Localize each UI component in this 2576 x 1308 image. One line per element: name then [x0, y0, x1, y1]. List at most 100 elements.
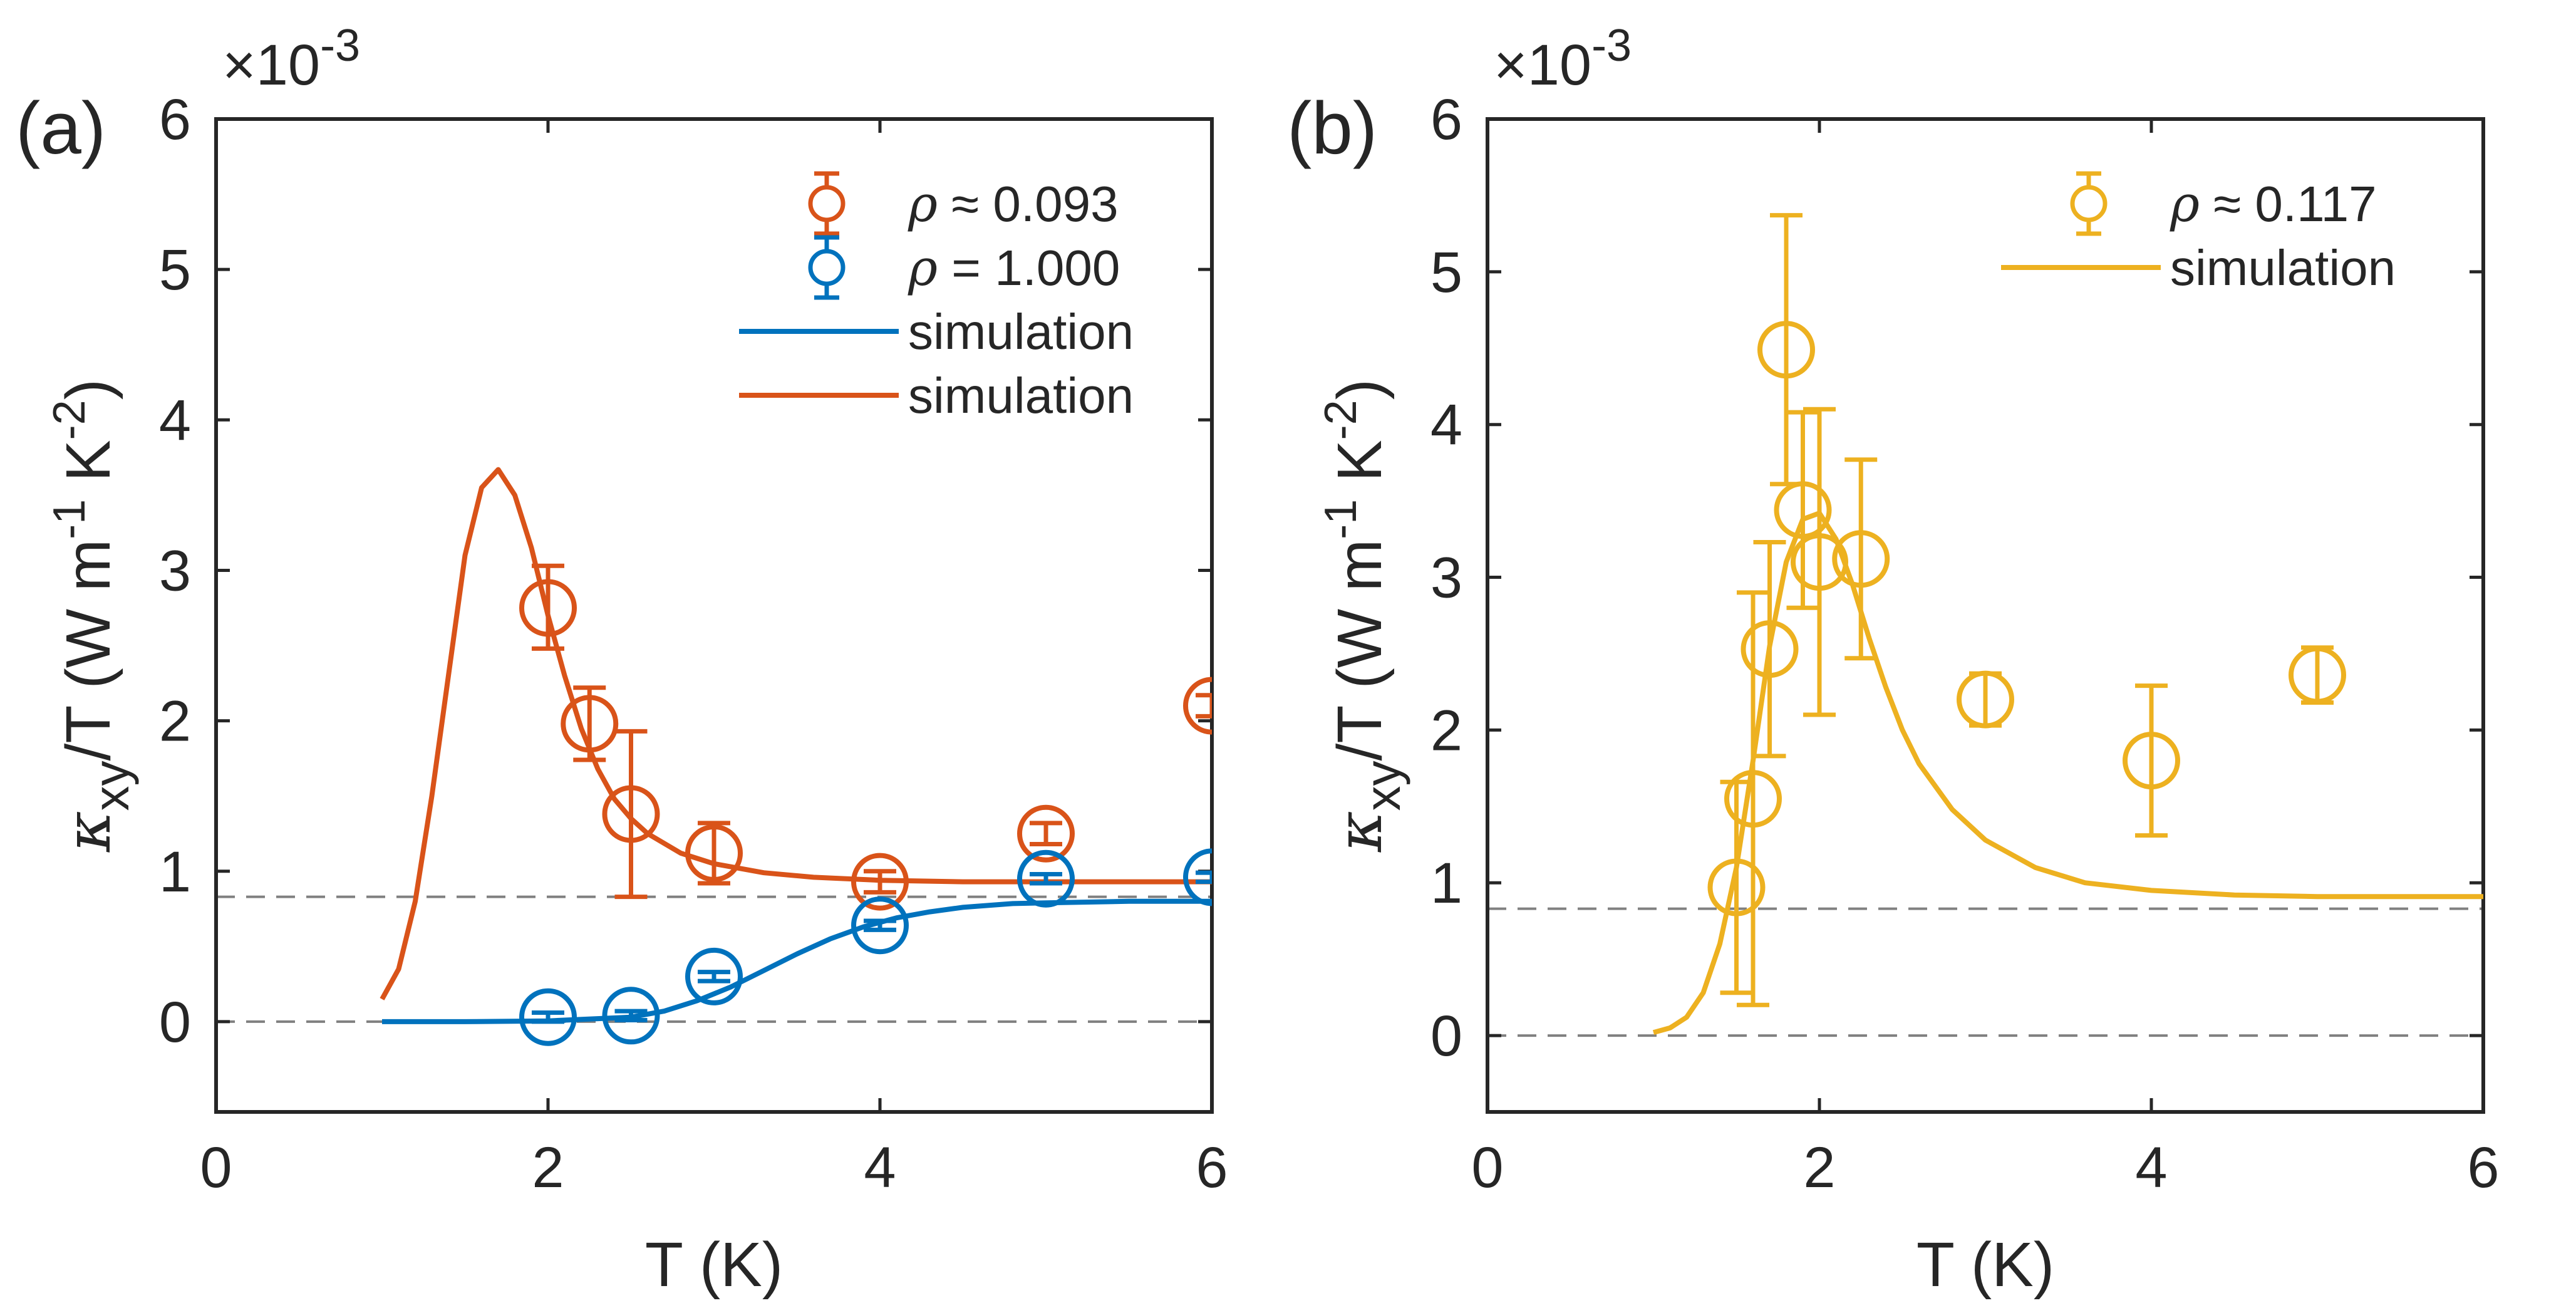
y-tick-label: 6	[159, 88, 191, 152]
y-multiplier: ×10-3	[1494, 21, 1632, 97]
y-axis-label-sub: xy	[1355, 760, 1410, 811]
x-tick-label: 4	[2135, 1136, 2167, 1200]
simulation-line	[382, 898, 1212, 1024]
legend-value: ≈ 0.093	[938, 176, 1119, 232]
legend-label: ρ ≈ 0.093	[908, 175, 1119, 233]
marker-circle	[851, 853, 909, 911]
axes-box	[214, 117, 1214, 1114]
marker-circle	[685, 947, 743, 1005]
data-point	[1724, 590, 1782, 1007]
data-point	[602, 729, 660, 900]
y-axis-label-close: )	[53, 379, 123, 400]
legend-label: simulation	[2170, 240, 2396, 296]
panel-a: (a) ×10-3 0 2 4 6 0 1 2 3 4 5 6 T (K) κxy/T (W m-1 K-2…	[16, 21, 1228, 1300]
y-multiplier-base: ×10	[1494, 33, 1591, 97]
marker-circle	[1832, 530, 1890, 588]
data-point	[1017, 804, 1075, 863]
data-point	[561, 685, 619, 762]
x-tick-label: 0	[200, 1136, 232, 1200]
y-tick-label: 6	[1430, 88, 1462, 152]
y-tick-label: 5	[159, 238, 191, 302]
legend-marker	[2070, 185, 2108, 222]
data-point	[685, 821, 743, 886]
marker-circle	[1757, 321, 1815, 379]
y-axis-label-sup1: -1	[1316, 499, 1366, 539]
axes-box	[1486, 117, 2485, 1114]
marker-circle	[1017, 804, 1075, 863]
y-tick-label: 1	[159, 840, 191, 904]
y-axis-label: κxy/T (W m-1 K-2)	[44, 379, 139, 853]
marker-circle	[1183, 848, 1212, 906]
x-tick-label: 2	[532, 1136, 564, 1200]
x-tick-label: 6	[1196, 1136, 1228, 1200]
legend-marker	[808, 185, 846, 222]
y-tick-label: 2	[159, 690, 191, 754]
legend-value: ≈ 0.117	[2200, 176, 2377, 232]
x-tick-label: 4	[864, 1136, 896, 1200]
marker-circle	[1707, 858, 1766, 916]
y-axis-label-close: )	[1325, 379, 1395, 400]
legend-label: ρ = 1.000	[908, 239, 1120, 297]
marker-circle	[1017, 849, 1075, 908]
marker-circle	[1957, 670, 2014, 729]
marker-circle	[1741, 620, 1799, 678]
y-tick-label: 5	[1430, 241, 1462, 304]
y-tick-label: 2	[1430, 698, 1462, 762]
marker-circle	[561, 695, 619, 753]
y-tick-label: 4	[159, 388, 191, 452]
marker-circle	[851, 896, 909, 955]
data-point	[2289, 645, 2346, 705]
y-axis-label-main: /T (W m	[1325, 539, 1395, 761]
y-axis-label-mid: K	[1325, 440, 1395, 499]
data-point	[1183, 677, 1212, 735]
data-point	[1791, 407, 1848, 717]
legend-symbol: ρ	[908, 239, 938, 297]
marker-circle	[602, 987, 660, 1045]
legend-label: ρ ≈ 0.117	[2170, 175, 2377, 233]
legend-value: = 1.000	[938, 240, 1120, 296]
y-multiplier-base: ×10	[222, 33, 320, 97]
x-tick-label: 2	[1803, 1136, 1835, 1200]
marker-circle	[685, 824, 743, 882]
y-axis-label: κxy/T (W m-1 K-2)	[1316, 379, 1410, 853]
data-point	[1832, 457, 1890, 661]
data-point	[1183, 848, 1212, 906]
y-axis-label-sup2: -2	[1316, 400, 1366, 440]
y-axis-label-sup2: -2	[44, 400, 95, 440]
panel-b: (b) ×10-3 0 2 4 6 0 1 2 3 4 5 6 T (K) κxy/T (W m-1 K-2…	[1287, 21, 2500, 1300]
y-axis-label-kappa: κ	[1323, 811, 1396, 853]
data-point	[2123, 683, 2180, 838]
x-tick-label: 0	[1471, 1136, 1503, 1200]
x-axis-label: T (K)	[645, 1230, 783, 1300]
data-point	[602, 987, 660, 1045]
legend-label: simulation	[908, 368, 1134, 423]
y-tick-label: 3	[1430, 546, 1462, 610]
legend: ρ ≈ 0.117 simulation	[2001, 171, 2396, 296]
data-point	[685, 947, 743, 1005]
legend-symbol: ρ	[2170, 175, 2200, 233]
plot-area	[380, 467, 1212, 1046]
marker-circle	[1791, 533, 1848, 591]
y-axis-label-mid: K	[53, 440, 123, 499]
legend-marker	[808, 249, 846, 286]
y-axis-label-kappa: κ	[51, 811, 125, 853]
y-multiplier-exp: -3	[320, 21, 360, 71]
data-point	[851, 853, 909, 911]
plot-area	[1652, 213, 2483, 1036]
marker-circle	[1774, 481, 1832, 539]
x-tick-label: 6	[2467, 1136, 2499, 1200]
marker-circle	[519, 579, 577, 637]
y-axis-label-sub: xy	[83, 760, 139, 811]
y-tick-label: 3	[159, 539, 191, 603]
y-tick-label: 0	[1430, 1004, 1462, 1068]
y-multiplier-exp: -3	[1591, 21, 1632, 71]
y-multiplier: ×10-3	[222, 21, 360, 97]
y-axis-label-main: /T (W m	[53, 539, 123, 761]
marker-circle	[2123, 732, 2180, 790]
marker-circle	[1724, 770, 1782, 828]
data-point	[1957, 670, 2014, 729]
marker-circle	[2289, 646, 2346, 704]
data-point	[519, 988, 577, 1046]
data-point	[1017, 849, 1075, 908]
